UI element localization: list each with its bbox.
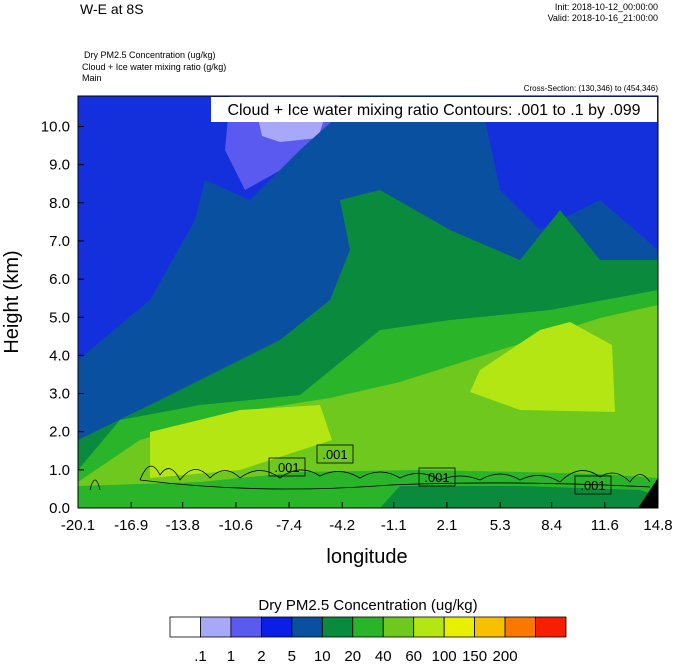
contour-label-box [418, 467, 456, 487]
contour-label-box [574, 475, 612, 495]
init-time: Init: 2018-10-12_00:00:00 [555, 2, 658, 12]
colorbar-label: 150 [462, 648, 487, 665]
field-name: Dry PM2.5 Concentration (ug/kg) [84, 50, 216, 60]
x-axis-label: longitude [326, 546, 407, 568]
contour-label: .001 [424, 470, 449, 485]
y-tick-label: 5.0 [49, 309, 70, 326]
colorbar-swatch [382, 616, 415, 638]
x-tick-label: 2.1 [437, 517, 458, 534]
colorbar: .1 1 2 5 10 20 40 60 100 150 200 [169, 616, 567, 665]
contour-labels: .001 .001 .001 .001 [268, 444, 612, 495]
colorbar-swatch [260, 616, 293, 638]
note-box [211, 97, 657, 122]
colorbar-label: 5 [288, 648, 296, 665]
y-tick-label: 3.0 [49, 386, 70, 403]
colorbar-swatch [535, 616, 567, 638]
contour-label: .001 [580, 478, 605, 493]
y-tick-label: 9.0 [49, 157, 70, 174]
field-name: Main [82, 73, 102, 83]
colorbar-label: 40 [375, 648, 392, 665]
x-tick-label: -16.9 [114, 517, 148, 534]
colorbar-label: 1 [227, 648, 235, 665]
y-tick-label: 10.0 [41, 119, 70, 136]
colorbar-swatch [504, 616, 536, 638]
y-tick-label: 8.0 [49, 195, 70, 212]
colorbar-swatch [230, 616, 262, 638]
cross-section: Cross-Section: (130,346) to (454,346) [524, 84, 659, 93]
x-tick-label: 8.4 [541, 517, 562, 534]
contour-label-box [268, 457, 306, 477]
x-tick-label: 5.3 [490, 517, 511, 534]
y-tick-label: 0.0 [49, 500, 70, 517]
x-tick-label: -4.2 [329, 517, 355, 534]
x-tick-label: -1.1 [381, 517, 407, 534]
colorbar-swatch [474, 616, 506, 638]
y-tick-label: 7.0 [49, 233, 70, 250]
colorbar-swatch [352, 616, 384, 638]
y-tick-label: 6.0 [49, 271, 70, 288]
x-tick-label: 14.8 [643, 517, 672, 534]
x-tick-label: -20.1 [61, 517, 95, 534]
colorbar-swatch [321, 616, 354, 638]
colorbar-swatch [200, 616, 232, 638]
contour-label: .001 [322, 447, 347, 462]
colorbar-label: 2 [257, 648, 265, 665]
x-tick-label: -10.6 [219, 517, 253, 534]
contour-label-box [316, 444, 354, 464]
x-tick-label: -13.8 [166, 517, 200, 534]
field-name: Cloud + Ice water mixing ratio (g/kg) [82, 62, 226, 72]
contour-field [78, 96, 658, 508]
plot-frame [77, 95, 659, 509]
valid-time: Valid: 2018-10-16_21:00:00 [548, 13, 658, 23]
y-tick-label: 1.0 [49, 462, 70, 479]
contour-note: Cloud + Ice water mixing ratio Contours:… [227, 102, 640, 119]
axes: -20.1 -16.9 -13.8 -10.6 -7.4 -4.2 -1.1 2.1 5.3 8.… [41, 119, 673, 534]
colorbar-title: Dry PM2.5 Concentration (ug/kg) [258, 597, 477, 614]
colorbar-label: 60 [405, 648, 422, 665]
cloud-contours [89, 465, 651, 491]
y-tick-label: 4.0 [49, 347, 70, 364]
colorbar-label: .1 [194, 648, 207, 665]
colorbar-swatch [413, 616, 445, 638]
colorbar-swatch [443, 616, 476, 638]
contour-label: .001 [274, 460, 299, 475]
colorbar-label: 10 [314, 648, 331, 665]
colorbar-label: 200 [493, 648, 518, 665]
colorbar-swatch [169, 616, 201, 638]
y-axis-label: Height (km) [1, 250, 23, 353]
colorbar-label: 100 [432, 648, 457, 665]
x-tick-label: -7.4 [276, 517, 302, 534]
colorbar-label: 20 [344, 648, 361, 665]
title: W-E at 8S [80, 1, 144, 17]
x-tick-label: 11.6 [591, 517, 619, 534]
y-tick-label: 2.0 [49, 424, 70, 441]
colorbar-swatch [291, 616, 323, 638]
